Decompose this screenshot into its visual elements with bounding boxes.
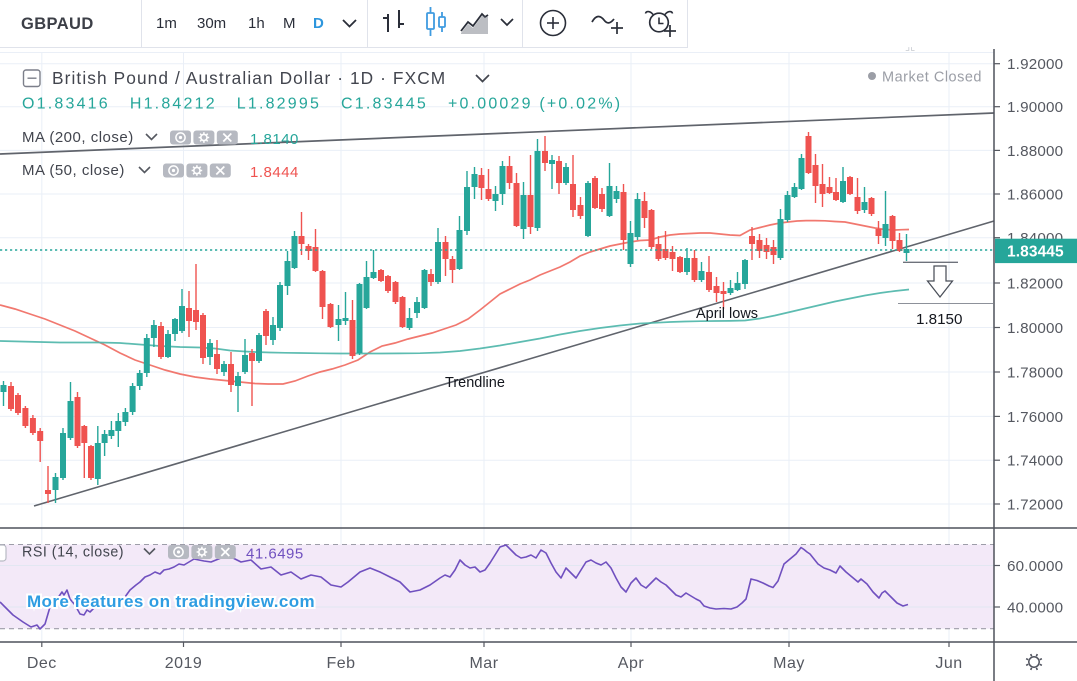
svg-text:1.82000: 1.82000 [1007,276,1063,293]
svg-text:Trendline: Trendline [445,375,505,391]
svg-text:Apr: Apr [618,655,645,672]
svg-text:40.0000: 40.0000 [1007,600,1063,617]
svg-text:1.74000: 1.74000 [1007,453,1063,470]
svg-text:1.8150: 1.8150 [916,311,962,328]
svg-text:1.8140: 1.8140 [250,131,299,148]
svg-text:Dec: Dec [27,655,57,672]
svg-text:2019: 2019 [165,655,203,672]
svg-text:1.88000: 1.88000 [1007,143,1063,160]
svg-text:1.8444: 1.8444 [250,164,299,181]
svg-text:MA (50, close): MA (50, close) [22,162,125,179]
svg-text:1.83445: 1.83445 [1007,244,1064,261]
svg-text:British Pound / Australian Dol: British Pound / Australian Dollar · 1D ·… [52,68,446,88]
svg-text:Mar: Mar [469,655,498,672]
svg-text:Market Closed: Market Closed [882,70,982,86]
svg-text:1.86000: 1.86000 [1007,187,1063,204]
svg-text:1.72000: 1.72000 [1007,497,1063,514]
svg-text:May: May [773,655,805,672]
svg-text:O1.83416 H1.84212 L1.82995: O1.83416 H1.84212 L1.82995 C1.83445 +0.0… [22,96,622,113]
svg-text:April lows: April lows [696,306,758,322]
svg-text:1.78000: 1.78000 [1007,365,1063,382]
svg-text:More features on tradingview.c: More features on tradingview.com [27,592,315,611]
svg-text:RSI (14, close): RSI (14, close) [22,545,124,561]
svg-text:1.90000: 1.90000 [1007,99,1063,116]
svg-text:41.6495: 41.6495 [246,546,304,563]
svg-text:Jun: Jun [935,655,962,672]
svg-text:⌟⌞: ⌟⌞ [905,41,915,53]
svg-text:Feb: Feb [326,655,355,672]
svg-text:MA (200, close): MA (200, close) [22,129,134,146]
svg-text:1.92000: 1.92000 [1007,56,1063,73]
svg-text:1.80000: 1.80000 [1007,320,1063,337]
svg-text:1.76000: 1.76000 [1007,409,1063,426]
svg-text:60.0000: 60.0000 [1007,558,1063,575]
